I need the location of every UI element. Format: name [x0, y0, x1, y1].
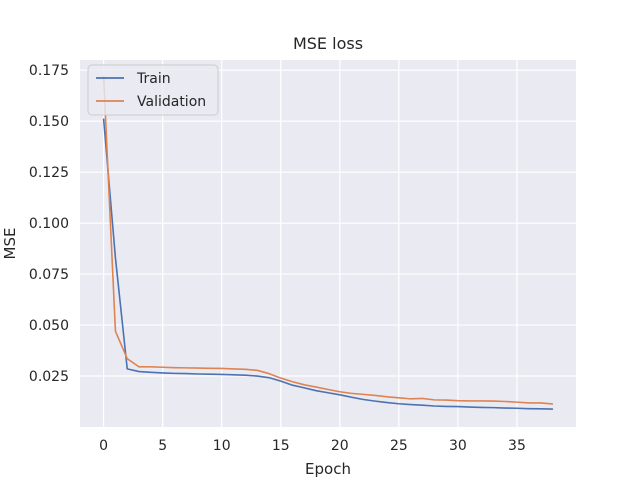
x-tick-labels: 0 5 10 15 20 25 30 35: [99, 438, 526, 454]
x-tick-label: 30: [449, 438, 467, 454]
y-tick-label: 0.125: [29, 165, 69, 181]
legend-label-train: Train: [136, 71, 171, 87]
legend: Train Validation: [87, 64, 219, 116]
y-tick-label: 0.050: [29, 318, 69, 334]
series-line-train: [102, 118, 554, 410]
x-axis-label: Epoch: [305, 460, 351, 478]
y-tick-label: 0.100: [29, 216, 69, 232]
y-tick-label: 0.075: [29, 267, 69, 283]
y-tick-label: 0.150: [29, 114, 69, 130]
legend-label-validation: Validation: [137, 94, 206, 110]
series-line-validation: [102, 75, 554, 405]
x-tick-label: 35: [508, 438, 526, 454]
x-tick-label: 5: [158, 438, 167, 454]
x-tick-label: 20: [331, 438, 349, 454]
y-tick-label: 0.025: [29, 369, 69, 385]
x-tick-label: 15: [272, 438, 290, 454]
x-tick-label: 25: [390, 438, 408, 454]
grid: [80, 60, 576, 427]
y-axis-label: MSE: [1, 228, 19, 260]
series-layer: [102, 75, 554, 410]
x-tick-label: 0: [99, 438, 108, 454]
chart-title: MSE loss: [293, 34, 363, 53]
y-tick-labels: 0.025 0.050 0.075 0.100 0.125 0.150 0.175: [29, 63, 69, 385]
y-tick-label: 0.175: [29, 63, 69, 79]
x-tick-label: 10: [213, 438, 231, 454]
